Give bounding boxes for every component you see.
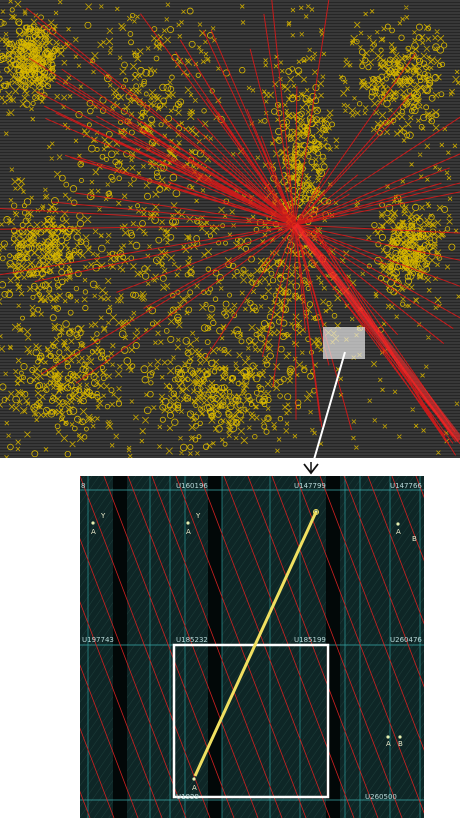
pin-dot [386,735,389,738]
channel-strip [113,476,127,818]
pin-dot [91,521,94,524]
cell-label: U185199 [294,636,326,644]
pin-label: Y [195,512,201,520]
detail-background [80,476,424,818]
pin-label: B [398,740,403,748]
cell-label: U260500 [365,793,397,801]
page: 8 U160196 U147799 U147766 U197743 U18523… [0,0,460,820]
pin-label: B [412,535,417,543]
cell-label: U260476 [390,636,422,644]
cell-label: U1939 [176,793,199,801]
pin-dot [398,735,401,738]
pin-label: Y [100,512,106,520]
cell-label: U147766 [390,482,422,490]
pin-dot [396,522,399,525]
pin-label: A [91,528,96,536]
cell-label: U185232 [176,636,208,644]
cell-label: U160196 [176,482,208,490]
cell-label: U197743 [82,636,114,644]
pin-label: A [186,528,191,536]
overview-panel [0,0,460,468]
pin-dot [192,777,195,780]
layout-view: 8 U160196 U147799 U147766 U197743 U18523… [0,0,460,820]
cell-label: U147799 [294,482,326,490]
pin-label: A [386,740,391,748]
pin-label: A [396,528,401,536]
detail-panel [0,476,460,818]
cell-label: 8 [81,482,85,490]
pin-dot [186,521,189,524]
pin-label: A [192,784,197,792]
